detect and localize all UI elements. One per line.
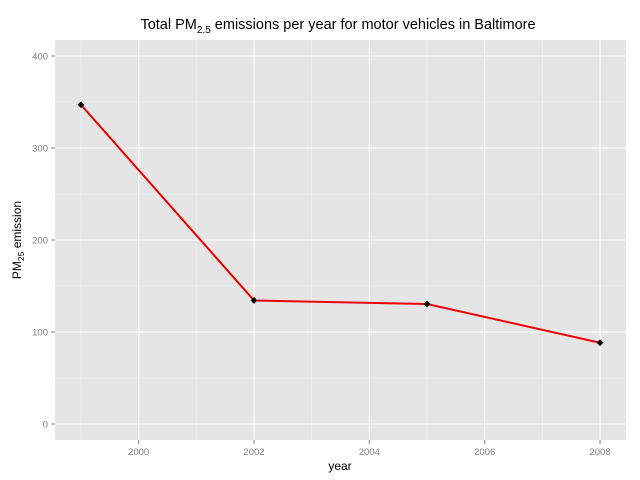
series-line-segment [426,303,602,344]
series-line-segment [79,103,255,302]
series-lines [79,103,602,344]
y-tick-label: 0 [43,419,48,430]
x-tick-label: 2008 [589,447,610,458]
data-point [77,101,85,109]
y-axis-title: PM25 emission [10,201,26,279]
y-tick-label: 200 [32,236,48,247]
x-tick-label: 2004 [359,447,380,458]
y-tick-label: 100 [32,327,48,338]
data-point [423,300,431,308]
data-point [250,297,258,304]
series-line-segment [252,299,429,306]
x-axis: 2000 2002 2004 2006 2008 [128,440,611,458]
chart-title: Total PM2.5 emissions per year for motor… [140,17,535,36]
x-tick-label: 2002 [243,447,264,458]
x-tick-label: 2000 [128,447,149,458]
data-point [596,339,604,347]
x-tick-label: 2006 [474,447,495,458]
series-points [77,101,604,347]
major-gridlines [55,40,626,440]
y-tick-label: 300 [32,144,48,155]
y-axis: 0 100 200 300 400 [32,52,55,430]
y-tick-label: 400 [32,52,48,63]
x-axis-title: year [328,459,351,473]
